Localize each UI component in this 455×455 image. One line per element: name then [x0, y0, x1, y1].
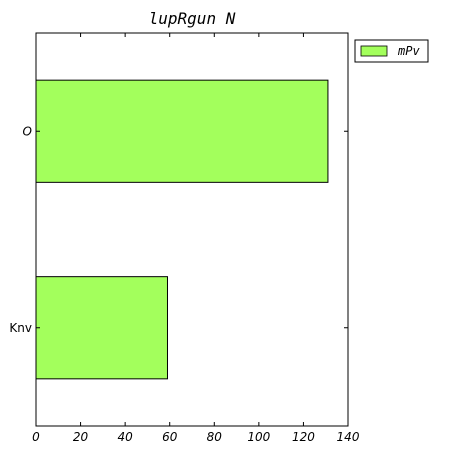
x-tick-label: 80 [207, 430, 223, 444]
x-tick-label: 120 [292, 430, 315, 444]
plot-area: O Knv 0 20 40 60 80 100 120 140 [9, 32, 360, 444]
x-tick-label: 0 [32, 430, 40, 444]
y-tick-label: O [23, 124, 32, 138]
x-tick-label: 20 [73, 430, 89, 444]
x-tick-label: 100 [247, 430, 270, 444]
chart-title: lupRgun N [149, 9, 236, 28]
legend: mPv [354, 39, 429, 63]
x-tick-label: 140 [337, 430, 360, 444]
x-tick-label: 60 [162, 430, 178, 444]
y-tick-label: Knv [9, 321, 32, 335]
legend-box [354, 39, 429, 63]
bar-knv [35, 276, 168, 380]
legend-label: mPv [397, 44, 420, 58]
plot-frame [35, 32, 349, 427]
x-tick-label: 40 [118, 430, 134, 444]
bar-o [35, 79, 329, 183]
legend-swatch [360, 45, 388, 57]
